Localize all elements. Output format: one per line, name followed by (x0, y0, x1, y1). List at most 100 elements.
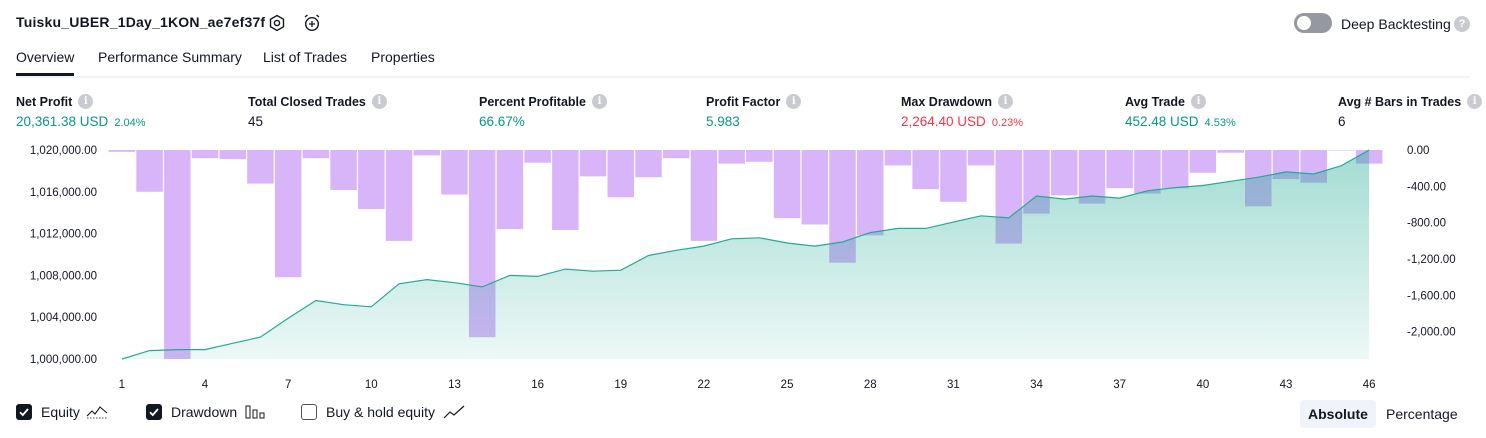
drawdown-tick-label: -1,600.00 (1407, 290, 1456, 302)
toggle-knob (1297, 16, 1311, 30)
drawdown-bar (108, 150, 136, 152)
strategy-title: Tuisku_UBER_1Day_1KON_ae7ef37f (16, 14, 266, 30)
drawdown-bar (662, 150, 690, 159)
info-icon[interactable]: i (371, 94, 387, 109)
deep-backtesting-label: Deep Backtesting (1341, 16, 1451, 32)
legend-drawdown[interactable]: Drawdown (146, 404, 265, 420)
drawdown-bar (635, 150, 662, 178)
drawdown-bar (1134, 150, 1161, 194)
equity-tick-label: 1,012,000.00 (30, 229, 97, 241)
drawdown-bar (1078, 150, 1106, 204)
drawdown-bar (385, 150, 413, 241)
drawdown-bar (746, 150, 773, 162)
report-header: Tuisku_UBER_1Day_1KON_ae7ef37f Deep Back… (0, 0, 1486, 46)
metric-percent: 0.23% (991, 117, 1024, 129)
absolute-button[interactable]: Absolute (1300, 400, 1376, 428)
metric-label: Net Profit (16, 94, 73, 109)
info-icon[interactable]: i (591, 94, 607, 109)
trade-tick-label: 16 (531, 379, 544, 391)
trade-tick-label: 43 (1280, 379, 1293, 391)
drawdown-bar (801, 150, 829, 225)
drawdown-tick-label: -400.00 (1407, 181, 1446, 193)
drawdown-tick-label: -2,000.00 (1407, 327, 1456, 339)
drawdown-bar (358, 150, 385, 210)
buy-hold-checkbox[interactable] (301, 404, 317, 420)
metric-value: 6 (1338, 114, 1346, 129)
equity-line-icon (86, 406, 108, 419)
drawdown-bar (496, 150, 524, 230)
info-icon[interactable]: i (1190, 94, 1206, 109)
equity-tick-label: 1,020,000.00 (30, 145, 97, 157)
info-icon[interactable]: i (998, 94, 1013, 109)
info-icon[interactable]: i (786, 94, 802, 109)
legend-drawdown-label: Drawdown (171, 404, 238, 420)
trade-tick-label: 25 (781, 379, 794, 391)
settings-icon[interactable] (266, 12, 288, 34)
legend-equity-label: Equity (41, 404, 80, 420)
trade-tick-label: 10 (365, 379, 378, 391)
drawdown-tick-label: -1,200.00 (1407, 254, 1456, 266)
alarm-add-icon[interactable] (301, 12, 323, 34)
drawdown-bar (1328, 150, 1355, 151)
drawdown-bar (690, 150, 718, 241)
drawdown-bars-icon (245, 405, 265, 419)
equity-line (121, 149, 1370, 360)
drawdown-bar (579, 150, 607, 177)
metric-label: Total Closed Trades (248, 94, 366, 109)
drawdown-bar (1189, 150, 1217, 173)
drawdown-bar (884, 150, 912, 166)
equity-tick-label: 1,016,000.00 (30, 187, 97, 199)
drawdown-bar (1161, 150, 1189, 189)
drawdown-bar (330, 150, 357, 190)
trade-number-axis: 1 4 7 10 13 16 19 22 25 28 31 34 37 40 43 46 (119, 379, 1376, 391)
trade-tick-label: 19 (614, 379, 627, 391)
legend-buy-hold-equity[interactable]: Buy & hold equity (301, 404, 465, 420)
buy-hold-line-icon (443, 405, 465, 419)
percentage-button[interactable]: Percentage (1386, 406, 1458, 422)
report-tabs: Overview Performance Summary List of Tra… (16, 46, 1470, 78)
drawdown-bar (136, 150, 163, 192)
metric-avg-bars-in-trades: Avg # Bars in Trades i 6 (1338, 94, 1483, 129)
metric-label: Profit Factor (706, 94, 781, 109)
tab-list-of-trades[interactable]: List of Trades (263, 49, 348, 65)
drawdown-tick-label: 0.00 (1407, 145, 1429, 157)
drawdown-bar (302, 150, 330, 159)
equity-drawdown-chart[interactable]: 1,020,000.00 1,016,000.00 1,012,000.00 1,00… (0, 140, 1486, 398)
info-icon[interactable]: i (78, 94, 94, 109)
drawdown-axis: 0.00 -400.00 -800.00 -1,200.00 -1,600.00 -2,0… (1407, 145, 1456, 339)
info-icon[interactable]: i (1467, 94, 1483, 109)
trade-tick-label: 31 (947, 379, 960, 391)
trade-tick-label: 28 (864, 379, 877, 391)
metric-net-profit: Net Profit i 20,361.38 USD 2.04% (16, 94, 146, 129)
metric-label: Avg Trade (1125, 94, 1185, 109)
deep-backtesting-toggle[interactable] (1294, 13, 1332, 33)
legend-equity[interactable]: Equity (16, 404, 108, 420)
drawdown-bar (441, 150, 468, 195)
metric-percent-profitable: Percent Profitable i 66.67% (479, 94, 607, 129)
trade-tick-label: 7 (285, 379, 291, 391)
drawdown-bar (607, 150, 635, 198)
tab-performance-summary[interactable]: Performance Summary (98, 49, 242, 65)
metric-value: 45 (248, 114, 264, 129)
tab-properties[interactable]: Properties (371, 49, 435, 65)
metric-label: Percent Profitable (479, 94, 586, 109)
trade-tick-label: 46 (1363, 379, 1376, 391)
metric-percent: 4.53% (1204, 117, 1236, 129)
metric-value: 2,264.40 USD (901, 114, 986, 129)
trade-tick-label: 34 (1030, 379, 1043, 391)
equity-checkbox[interactable] (16, 404, 32, 420)
drawdown-bar (274, 150, 302, 278)
drawdown-checkbox[interactable] (146, 404, 162, 420)
tab-overview[interactable]: Overview (16, 49, 75, 76)
drawdown-tick-label: -800.00 (1407, 218, 1446, 230)
drawdown-bar (1106, 150, 1133, 189)
metric-profit-factor: Profit Factor i 5.983 (706, 94, 802, 129)
metric-value: 66.67% (479, 114, 525, 129)
metric-percent: 2.04% (114, 117, 146, 129)
drawdown-bar (1217, 150, 1244, 153)
help-icon[interactable]: ? (1454, 16, 1470, 32)
drawdown-bar (718, 150, 745, 164)
metric-value: 20,361.38 USD (16, 114, 109, 129)
equity-area (121, 150, 1370, 359)
trade-tick-label: 22 (698, 379, 711, 391)
